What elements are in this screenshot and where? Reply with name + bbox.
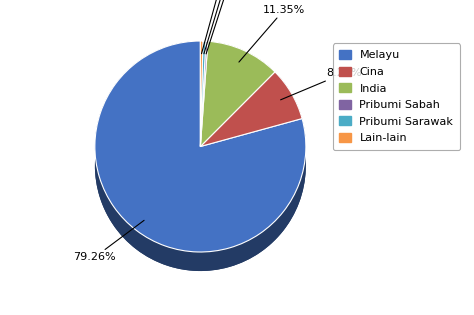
Polygon shape: [203, 41, 206, 60]
Text: 0.44%: 0.44%: [204, 0, 242, 54]
Wedge shape: [95, 60, 306, 271]
Wedge shape: [201, 72, 302, 146]
Wedge shape: [95, 41, 306, 252]
Text: 79.26%: 79.26%: [73, 220, 144, 262]
Polygon shape: [201, 41, 203, 60]
Polygon shape: [95, 41, 306, 271]
Text: 0.39%: 0.39%: [201, 0, 238, 54]
Wedge shape: [201, 41, 203, 146]
Wedge shape: [201, 60, 208, 166]
Text: 11.35%: 11.35%: [239, 5, 305, 62]
Text: 0.31%: 0.31%: [206, 0, 246, 54]
Text: 8.24%: 8.24%: [281, 68, 362, 100]
Wedge shape: [201, 41, 208, 146]
Wedge shape: [201, 91, 302, 166]
Polygon shape: [206, 41, 208, 60]
Wedge shape: [201, 60, 203, 166]
Wedge shape: [201, 41, 275, 146]
Polygon shape: [208, 41, 275, 91]
Legend: Melayu, Cina, India, Pribumi Sabah, Pribumi Sarawak, Lain-lain: Melayu, Cina, India, Pribumi Sabah, Prib…: [333, 43, 460, 150]
Polygon shape: [275, 72, 302, 138]
Wedge shape: [201, 60, 275, 166]
Wedge shape: [201, 41, 206, 146]
Wedge shape: [201, 60, 206, 166]
